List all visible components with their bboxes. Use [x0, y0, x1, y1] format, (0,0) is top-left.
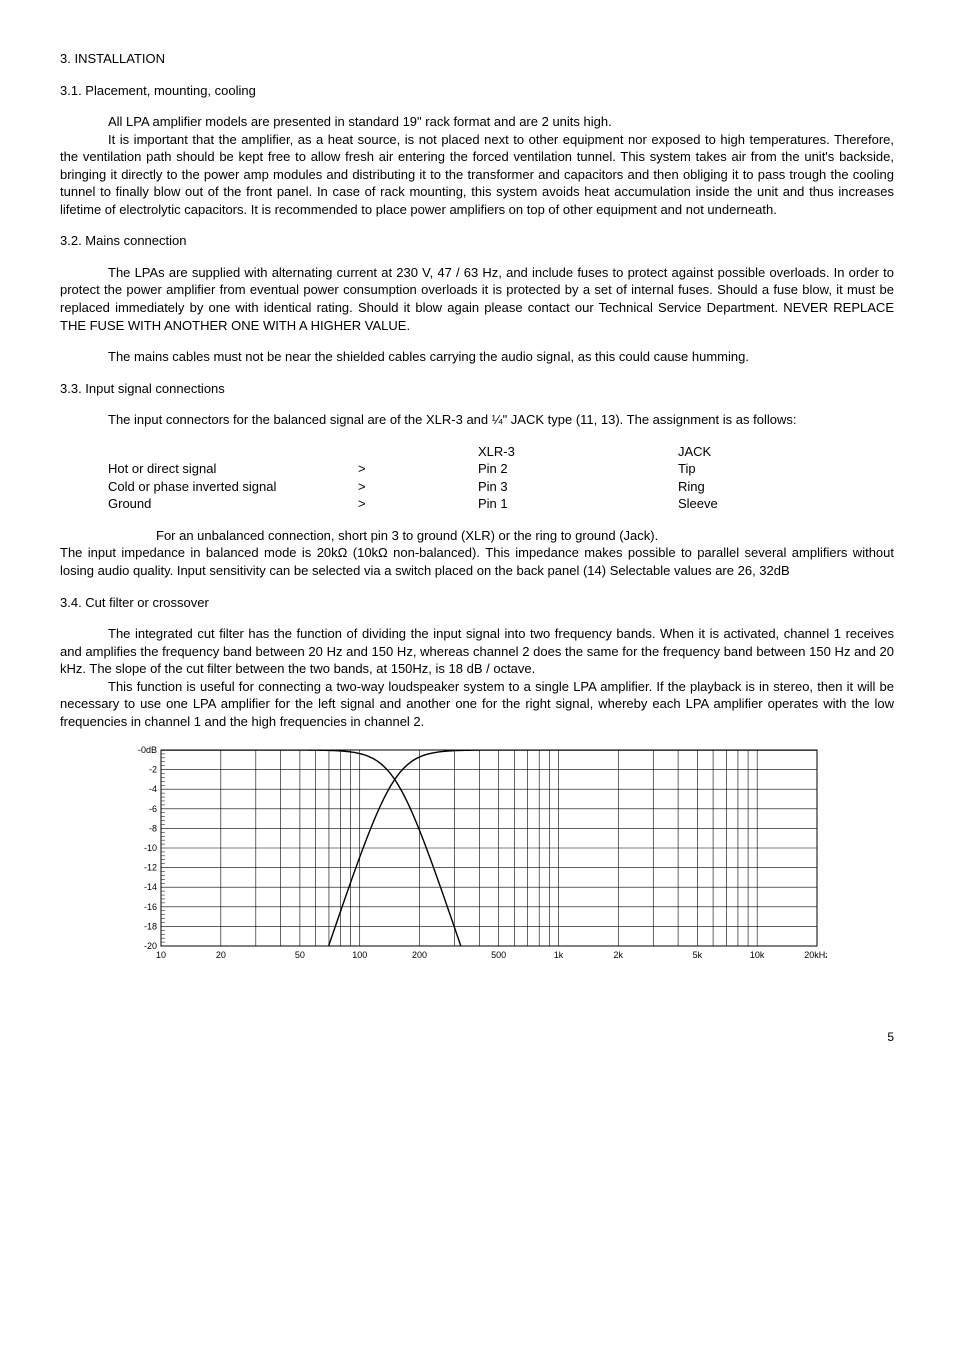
pin-header-empty: [60, 443, 358, 461]
paragraph-3-2-b: The mains cables must not be near the sh…: [60, 348, 894, 366]
pin-header-empty2: [358, 443, 478, 461]
svg-text:20: 20: [216, 950, 226, 960]
subheading-3-2: 3.2. Mains connection: [60, 232, 894, 250]
svg-text:-0dB: -0dB: [138, 745, 157, 755]
svg-text:-12: -12: [144, 863, 157, 873]
pin-ground-arrow: >: [358, 495, 478, 513]
svg-text:-10: -10: [144, 843, 157, 853]
pin-ground-xlr: Pin 1: [478, 495, 678, 513]
svg-text:200: 200: [412, 950, 427, 960]
paragraph-3-4-a: The integrated cut filter has the functi…: [60, 625, 894, 678]
paragraph-3-3-c: The input impedance in balanced mode is …: [60, 544, 894, 579]
page-number: 5: [60, 1029, 894, 1045]
pin-header-jack: JACK: [678, 443, 894, 461]
pin-cold-arrow: >: [358, 478, 478, 496]
svg-text:50: 50: [295, 950, 305, 960]
paragraph-3-1-b: It is important that the amplifier, as a…: [60, 131, 894, 219]
paragraph-3-3-b: For an unbalanced connection, short pin …: [60, 527, 894, 545]
svg-text:-2: -2: [149, 765, 157, 775]
pin-cold-label: Cold or phase inverted signal: [60, 478, 358, 496]
paragraph-3-1-a: All LPA amplifier models are presented i…: [60, 113, 894, 131]
paragraph-3-2-a: The LPAs are supplied with alternating c…: [60, 264, 894, 334]
svg-text:-8: -8: [149, 824, 157, 834]
pin-hot-label: Hot or direct signal: [60, 460, 358, 478]
svg-text:10: 10: [156, 950, 166, 960]
pin-ground-label: Ground: [60, 495, 358, 513]
svg-text:-6: -6: [149, 804, 157, 814]
paragraph-3-4-b: This function is useful for connecting a…: [60, 678, 894, 731]
svg-text:-18: -18: [144, 922, 157, 932]
svg-text:-4: -4: [149, 785, 157, 795]
paragraph-3-3-a: The input connectors for the balanced si…: [60, 411, 894, 429]
pin-table: XLR-3 JACK Hot or direct signal > Pin 2 …: [60, 443, 894, 513]
svg-text:-16: -16: [144, 902, 157, 912]
svg-text:-14: -14: [144, 883, 157, 893]
svg-text:20kHz: 20kHz: [804, 950, 827, 960]
pin-cold-xlr: Pin 3: [478, 478, 678, 496]
pin-ground-jack: Sleeve: [678, 495, 894, 513]
pin-header-xlr: XLR-3: [478, 443, 678, 461]
svg-text:100: 100: [352, 950, 367, 960]
crossover-chart-svg: -0dB-2-4-6-8-10-12-14-16-18-201020501002…: [127, 744, 827, 964]
svg-text:10k: 10k: [750, 950, 765, 960]
pin-hot-arrow: >: [358, 460, 478, 478]
crossover-chart: -0dB-2-4-6-8-10-12-14-16-18-201020501002…: [60, 744, 894, 969]
svg-text:5k: 5k: [693, 950, 703, 960]
pin-cold-jack: Ring: [678, 478, 894, 496]
svg-text:1k: 1k: [554, 950, 564, 960]
subheading-3-1: 3.1. Placement, mounting, cooling: [60, 82, 894, 100]
heading-installation: 3. INSTALLATION: [60, 50, 894, 68]
pin-hot-xlr: Pin 2: [478, 460, 678, 478]
svg-text:500: 500: [491, 950, 506, 960]
subheading-3-3: 3.3. Input signal connections: [60, 380, 894, 398]
pin-hot-jack: Tip: [678, 460, 894, 478]
svg-text:2k: 2k: [614, 950, 624, 960]
subheading-3-4: 3.4. Cut filter or crossover: [60, 594, 894, 612]
